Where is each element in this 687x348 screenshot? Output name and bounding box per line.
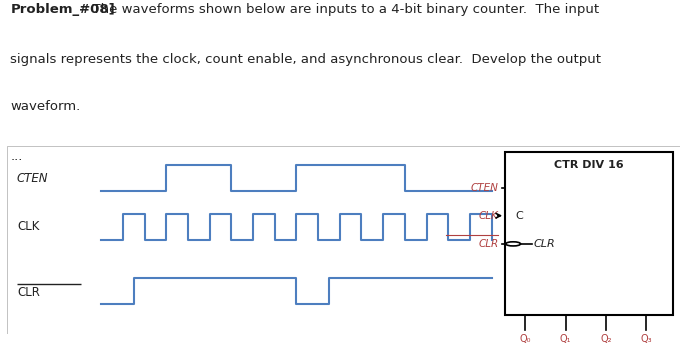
Bar	[505, 152, 673, 315]
Text: The waveforms shown below are inputs to a 4-bit binary counter.  The input: The waveforms shown below are inputs to …	[84, 3, 599, 16]
Text: CLR: CLR	[533, 239, 555, 249]
Text: CTR DIV 16: CTR DIV 16	[554, 160, 624, 170]
Text: CTEN: CTEN	[17, 172, 49, 184]
Text: waveform.: waveform.	[10, 100, 80, 113]
Text: Q₀: Q₀	[519, 334, 531, 344]
Text: CLR: CLR	[478, 239, 498, 249]
Text: C: C	[515, 211, 523, 221]
Text: signals represents the clock, count enable, and asynchronous clear.  Develop the: signals represents the clock, count enab…	[10, 53, 601, 66]
Text: CLK: CLK	[17, 221, 39, 234]
Text: Problem_#08]: Problem_#08]	[10, 3, 115, 16]
Text: Q₃: Q₃	[641, 334, 652, 344]
Text: CLK: CLK	[479, 211, 498, 221]
Text: CTEN: CTEN	[471, 182, 498, 192]
Text: Q₂: Q₂	[600, 334, 612, 344]
Text: ...: ...	[10, 150, 23, 163]
Text: Q₁: Q₁	[560, 334, 572, 344]
Text: CLR: CLR	[17, 286, 40, 299]
